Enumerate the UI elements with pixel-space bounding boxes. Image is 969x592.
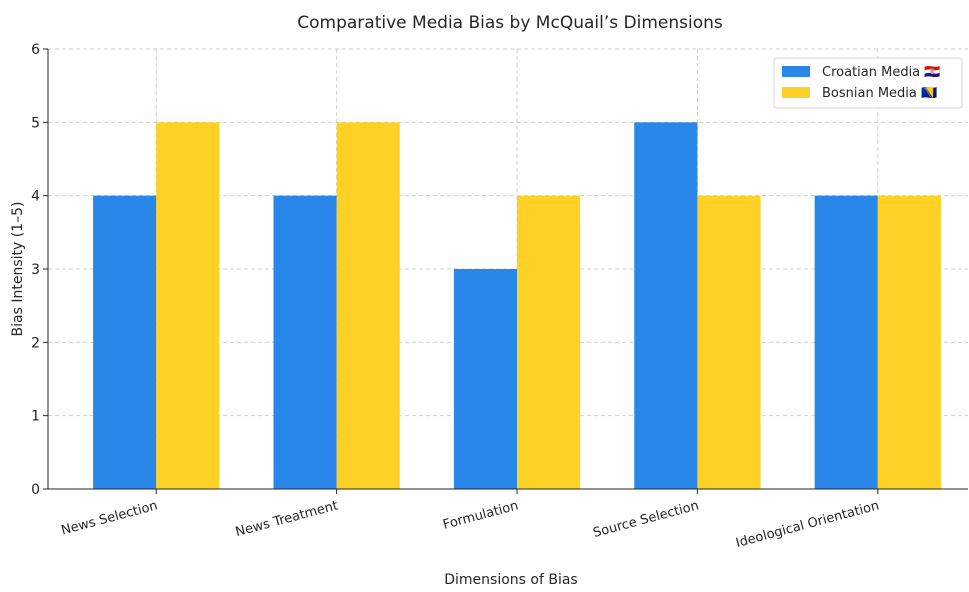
legend-frame bbox=[773, 57, 963, 109]
y-axis-label: Bias Intensity (1–5) bbox=[10, 202, 26, 337]
x-tick-label-formulation: Formulation bbox=[441, 498, 520, 533]
y-tick-label: 2 bbox=[31, 335, 40, 351]
legend: Croatian Media 🇭🇷 Bosnian Media 🇧🇦 bbox=[773, 57, 963, 109]
legend-label-bosnian: Bosnian Media 🇧🇦 bbox=[822, 86, 937, 101]
bar-croatian-media-ideological-orientation bbox=[814, 195, 878, 489]
chart-title: Comparative Media Bias by McQuail’s Dime… bbox=[297, 13, 723, 33]
y-tick-label: 1 bbox=[31, 409, 40, 425]
y-tick-label: 6 bbox=[31, 42, 40, 58]
bar-bosnian-media-ideological-orientation bbox=[877, 195, 941, 489]
bar-croatian-media-news-treatment bbox=[273, 195, 337, 489]
bar-bosnian-media-formulation bbox=[517, 195, 581, 489]
axes-layer bbox=[43, 48, 968, 494]
bar-bosnian-media-news-treatment bbox=[336, 122, 400, 489]
bars-layer bbox=[93, 122, 941, 489]
legend-swatch-bosnian bbox=[782, 87, 810, 98]
x-tick-label-source-selection: Source Selection bbox=[592, 498, 701, 541]
x-tick-label-news-selection: News Selection bbox=[60, 498, 160, 538]
y-tick-labels: 0 1 2 3 4 5 6 bbox=[31, 42, 40, 498]
y-tick-label: 3 bbox=[31, 262, 40, 278]
bar-croatian-media-formulation bbox=[453, 269, 518, 489]
legend-label-croatian: Croatian Media 🇭🇷 bbox=[822, 65, 940, 80]
y-tick-label: 5 bbox=[31, 115, 40, 131]
x-tick-label-news-treatment: News Treatment bbox=[234, 498, 340, 540]
x-tick-label-ideological-orientation: Ideological Orientation bbox=[734, 498, 881, 551]
bar-bosnian-media-source-selection bbox=[697, 195, 761, 489]
bar-bosnian-media-news-selection bbox=[156, 122, 220, 489]
legend-swatch-croatian bbox=[782, 66, 810, 77]
bar-croatian-media-news-selection bbox=[93, 195, 157, 489]
y-tick-label: 0 bbox=[31, 482, 40, 498]
x-tick-labels: News Selection News Treatment Formulation S… bbox=[60, 498, 881, 551]
y-tick-label: 4 bbox=[31, 189, 40, 205]
bar-croatian-media-source-selection bbox=[634, 122, 698, 489]
x-axis-label: Dimensions of Bias bbox=[444, 572, 577, 588]
